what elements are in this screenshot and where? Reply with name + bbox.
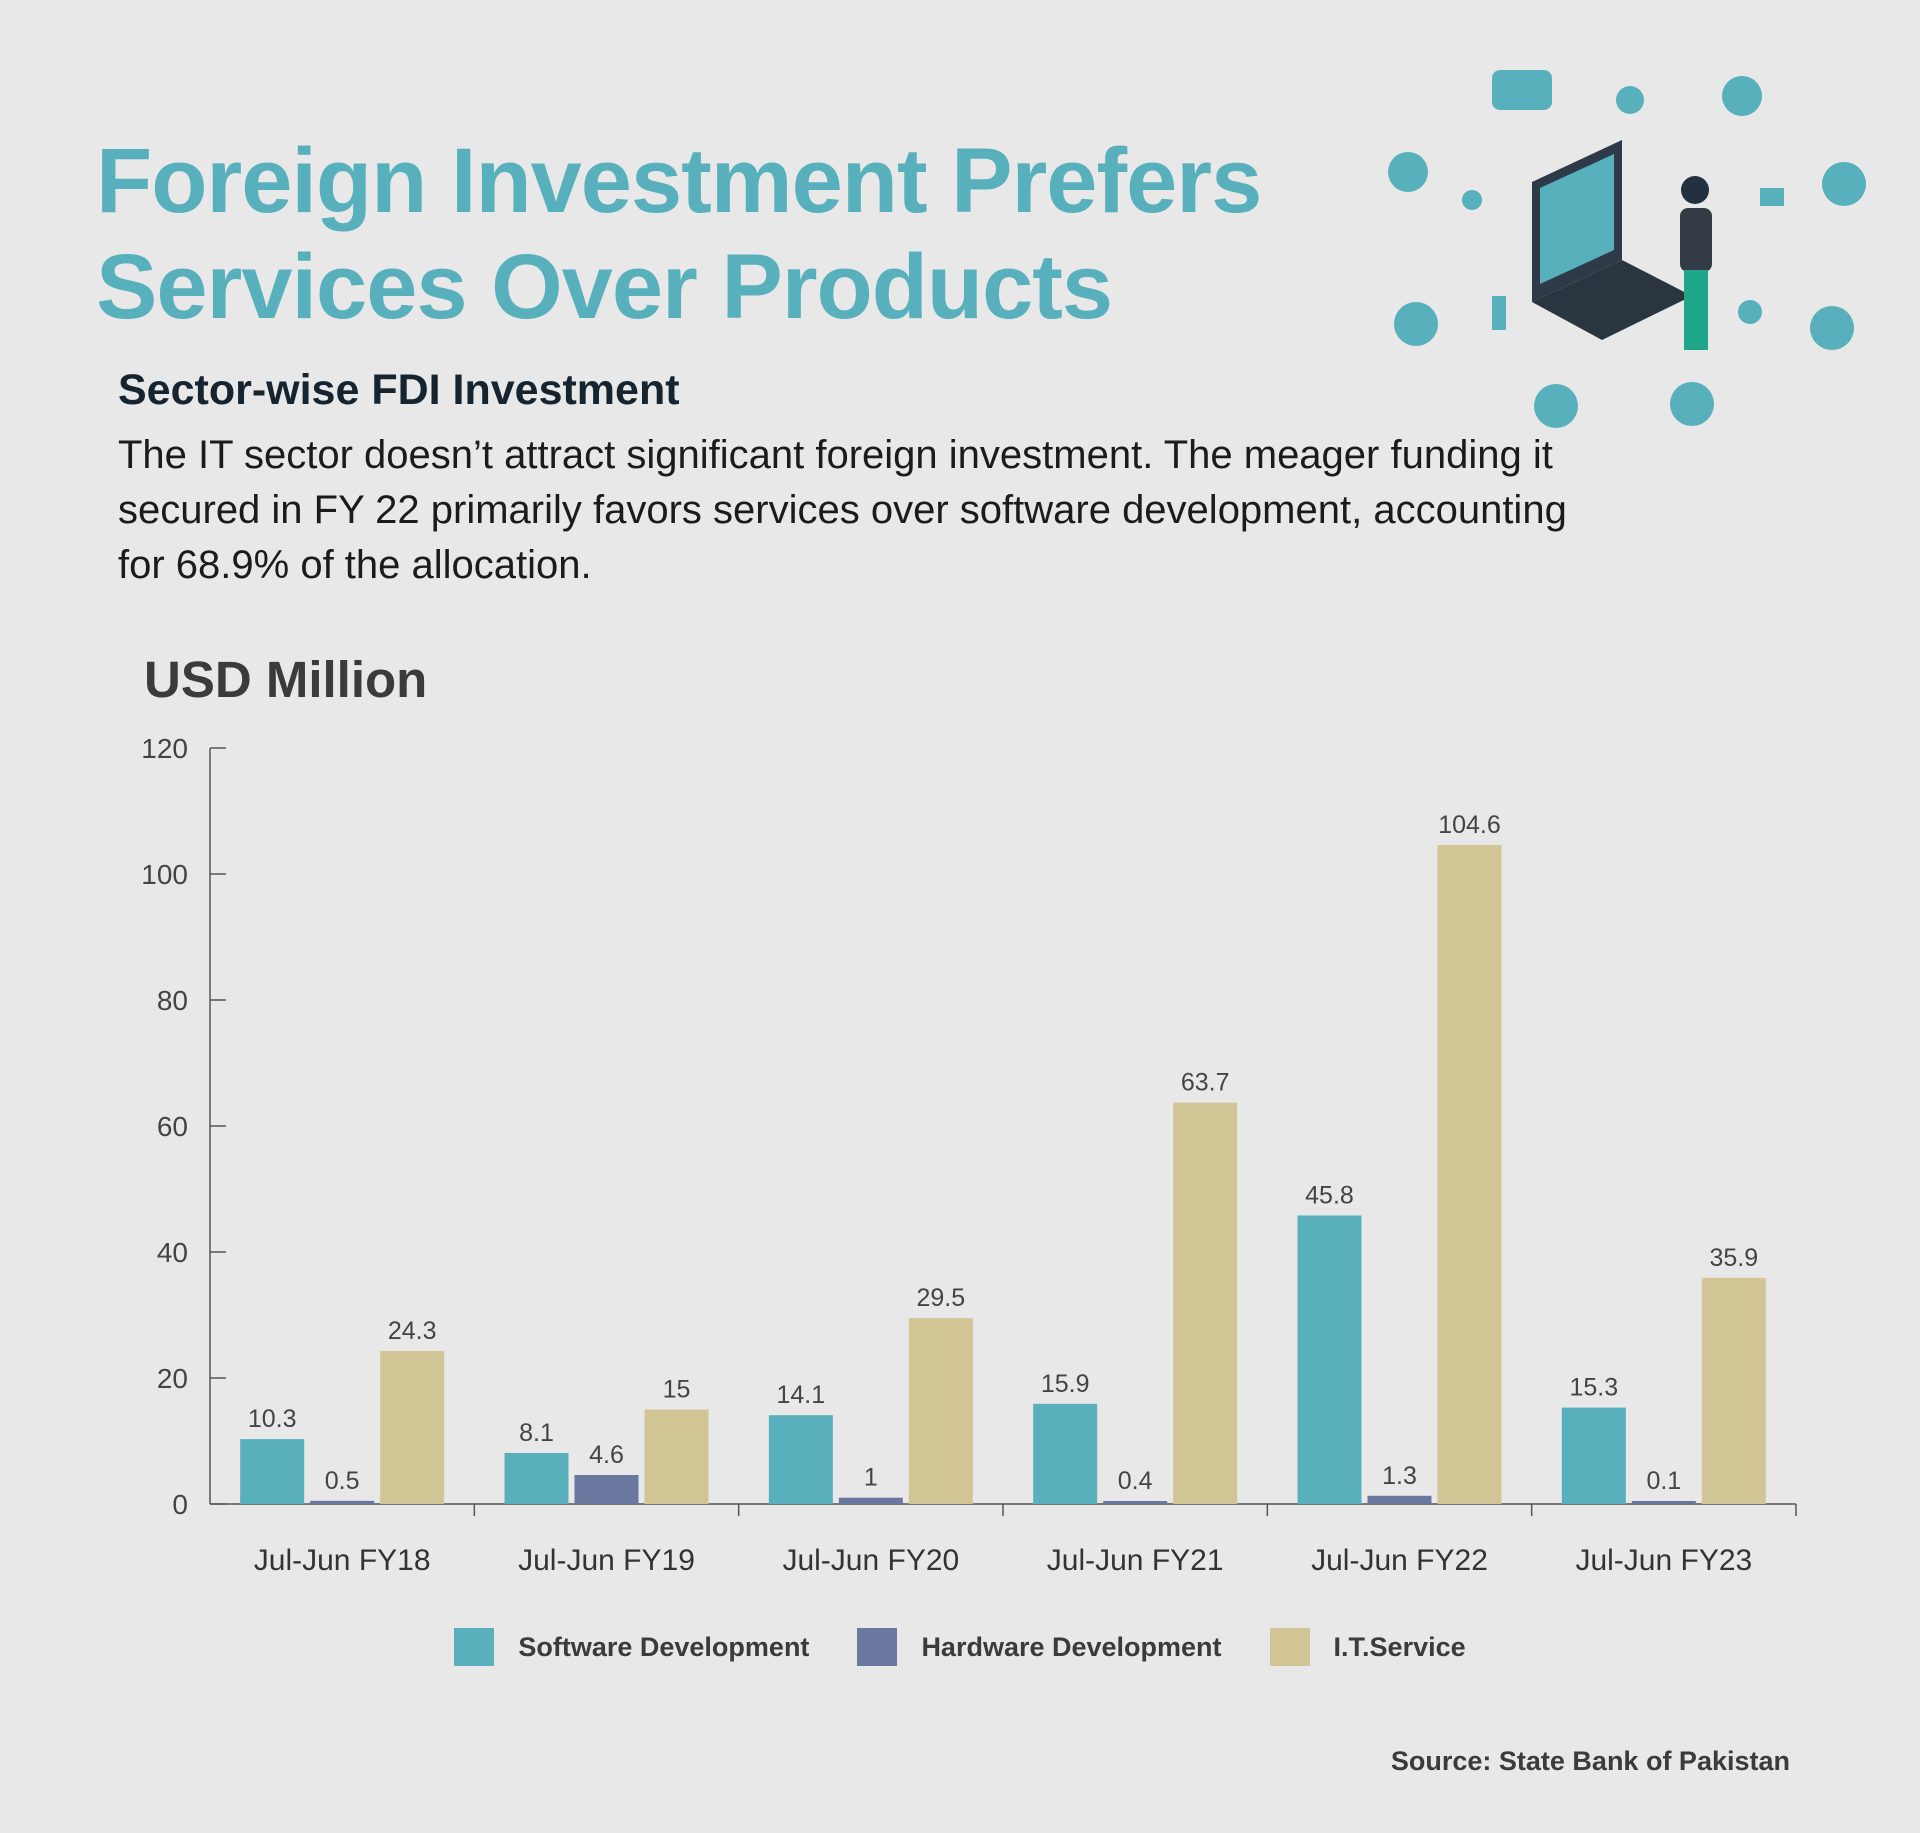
user-icon [1822, 162, 1866, 206]
instagram-icon [1394, 302, 1438, 346]
chart-subtitle: Sector-wise FDI Investment [118, 366, 680, 414]
data-label: 15 [663, 1376, 691, 1404]
bar-software-development [1297, 1215, 1362, 1504]
legend-label-software: Software Development [518, 1631, 810, 1662]
chat-bubble-icon [1492, 70, 1552, 110]
legend-swatch-service [1269, 1628, 1310, 1666]
title-line-2: Services Over Products [96, 236, 1113, 338]
data-label: 29.5 [916, 1284, 965, 1312]
bar-hardware-development [1367, 1495, 1432, 1504]
bar-chart: 0 20 40 60 80 100 120 10.3 0.5 24.3 Jul-Jun FY18 8.… [141, 733, 1797, 1577]
bar-hardware-development [310, 1500, 375, 1504]
data-label: 63.7 [1181, 1069, 1230, 1097]
bar-hardware-development [838, 1497, 903, 1504]
data-label: 15.3 [1569, 1374, 1618, 1402]
laptop-icon [1532, 140, 1692, 340]
data-label: 0.5 [325, 1467, 360, 1495]
image-icon [1810, 306, 1854, 350]
data-label: 1 [864, 1464, 878, 1492]
data-label: 24.3 [388, 1317, 437, 1345]
data-label: 0.1 [1646, 1467, 1681, 1495]
bar-i-t-service [1701, 1277, 1766, 1504]
y-tick-label: 0 [172, 1489, 188, 1520]
bar-i-t-service [1437, 845, 1502, 1504]
bar-i-t-service [1173, 1102, 1238, 1504]
bar-hardware-development [574, 1475, 639, 1504]
data-label: 8.1 [519, 1419, 554, 1447]
data-label: 35.9 [1709, 1244, 1758, 1272]
title-line-1: Foreign Investment Prefers [96, 130, 1262, 232]
bar-i-t-service [644, 1409, 709, 1504]
legend-item-service: I.T.Service [1269, 1628, 1466, 1666]
x-category-label: Jul-Jun FY22 [1311, 1544, 1488, 1577]
x-category-label: Jul-Jun FY19 [518, 1544, 695, 1577]
x-category-label: Jul-Jun FY18 [254, 1544, 431, 1577]
bar-i-t-service [908, 1318, 973, 1504]
y-tick-label: 120 [141, 733, 188, 764]
person-figure [1680, 176, 1712, 350]
location-pin-icon [1616, 86, 1644, 114]
x-category-label: Jul-Jun FY23 [1575, 1544, 1752, 1577]
x-category-label: Jul-Jun FY21 [1047, 1544, 1224, 1577]
dollar-sign-icon [1492, 296, 1506, 330]
data-label: 10.3 [248, 1405, 297, 1433]
data-label: 14.1 [776, 1381, 825, 1409]
bar-software-development [1561, 1407, 1626, 1504]
description-text: The IT sector doesn’t attract significan… [118, 433, 1567, 587]
legend-item-hardware: Hardware Development [857, 1628, 1222, 1666]
mail-icon [1760, 188, 1784, 206]
bar-software-development [1033, 1403, 1098, 1504]
heart-icon [1462, 190, 1482, 210]
legend-label-service: I.T.Service [1333, 1631, 1466, 1662]
twitter-icon [1738, 300, 1762, 324]
legend: Software Development Hardware Developmen… [0, 1628, 1920, 1666]
page-title: Foreign Investment Prefers Services Over… [96, 128, 1262, 340]
data-label: 45.8 [1305, 1181, 1354, 1209]
bar-hardware-development [1103, 1501, 1168, 1504]
bar-software-development [240, 1439, 305, 1504]
legend-swatch-hardware [857, 1628, 898, 1666]
legend-swatch-software [454, 1628, 495, 1666]
data-label: 1.3 [1382, 1462, 1417, 1490]
music-note-icon [1388, 152, 1428, 192]
data-label: 104.6 [1438, 811, 1501, 839]
y-tick-label: 40 [157, 1237, 188, 1268]
y-tick-label: 100 [141, 859, 188, 890]
y-tick-label: 20 [157, 1363, 188, 1394]
thumbs-up-icon [1670, 382, 1714, 426]
source-note: Source: State Bank of Pakistan [1390, 1746, 1790, 1776]
bar-i-t-service [380, 1350, 445, 1504]
legend-label-hardware: Hardware Development [921, 1631, 1222, 1662]
bar-hardware-development [1631, 1501, 1696, 1504]
data-label: 15.9 [1041, 1370, 1090, 1398]
bar-software-development [768, 1415, 833, 1504]
bar-software-development [504, 1452, 569, 1504]
x-category-label: Jul-Jun FY20 [782, 1544, 959, 1577]
facebook-icon [1722, 76, 1762, 116]
play-icon [1534, 384, 1578, 428]
y-tick-label: 60 [157, 1111, 188, 1142]
legend-item-software: Software Development [454, 1628, 809, 1666]
data-label: 0.4 [1118, 1467, 1153, 1495]
data-label: 4.6 [589, 1441, 624, 1469]
laptop-social-illustration [1388, 70, 1866, 428]
y-tick-label: 80 [157, 985, 188, 1016]
y-axis-label: USD Million [144, 651, 428, 708]
